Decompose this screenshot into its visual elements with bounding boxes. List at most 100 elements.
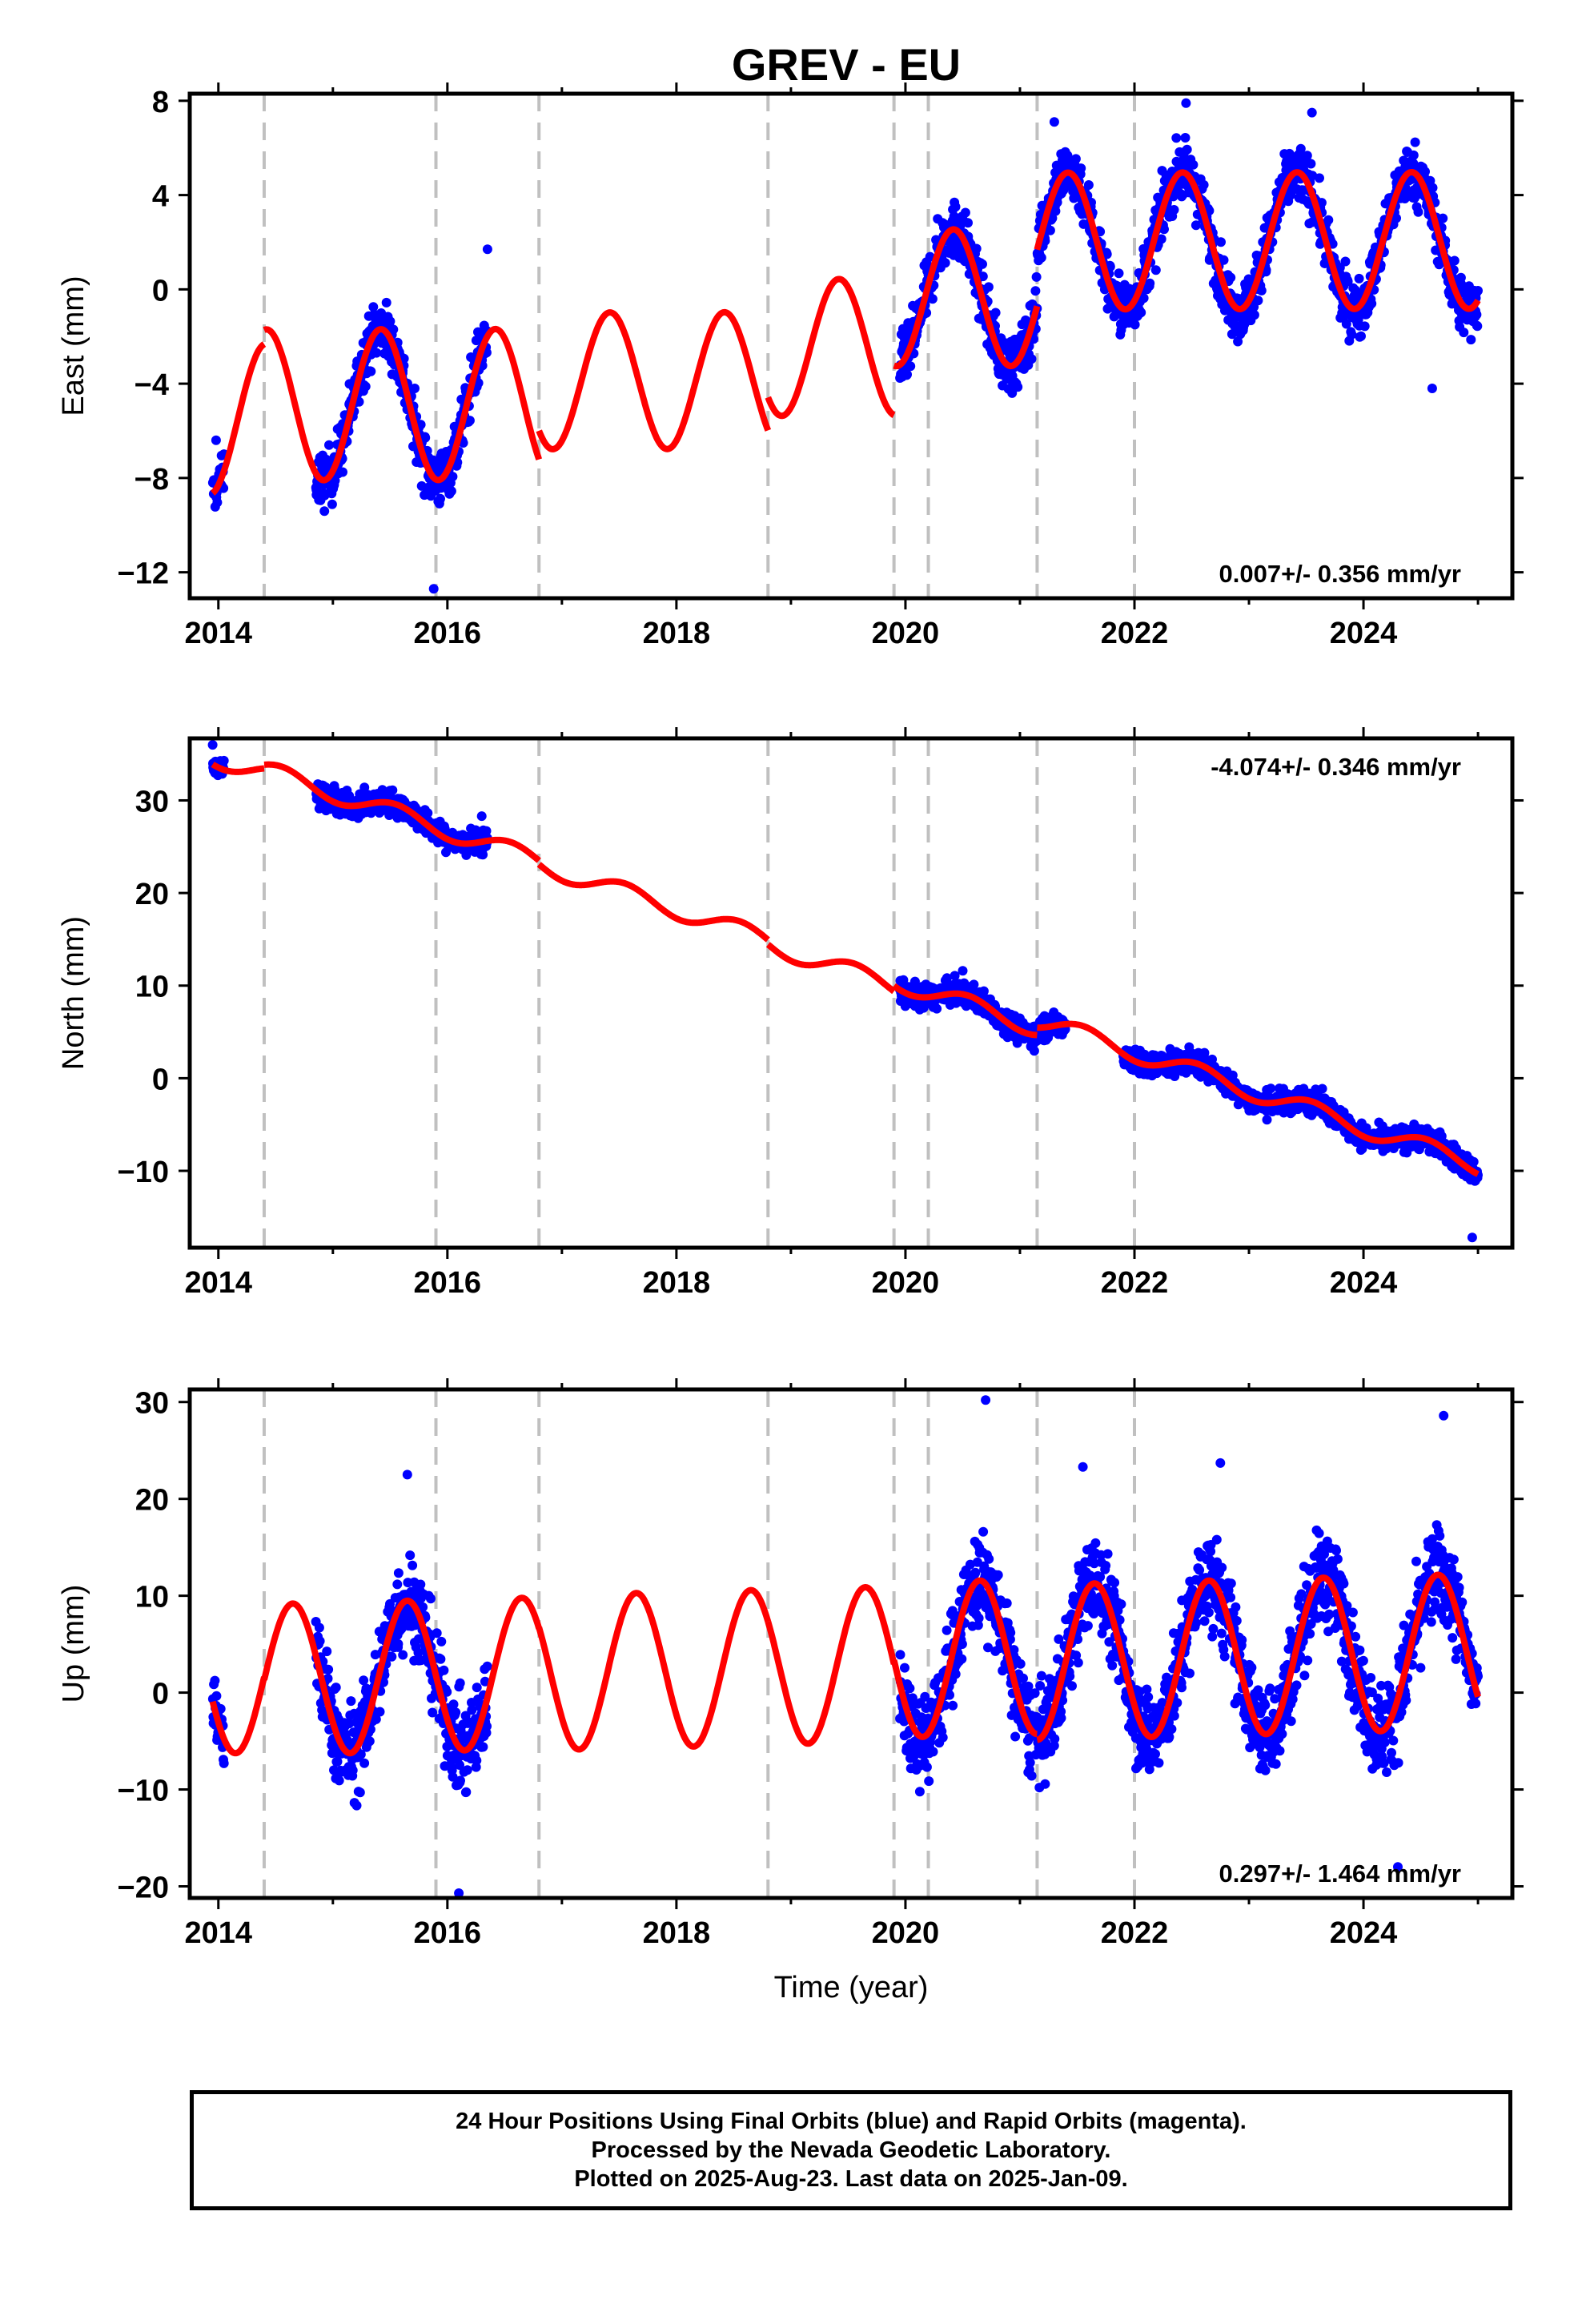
data-point (942, 1625, 952, 1635)
figure-title: GREV - EU (732, 39, 961, 90)
velocity-rate-label: 0.007+/- 0.356 mm/yr (1219, 560, 1461, 588)
y-tick-label: 4 (152, 180, 169, 214)
data-point (978, 986, 989, 996)
x-tick-label: 2022 (1101, 617, 1169, 650)
data-point-outlier (482, 244, 492, 255)
model-curve-segment-1 (210, 762, 267, 775)
model-curve-segment-6 (1034, 1020, 1480, 1177)
data-point (1018, 1673, 1028, 1683)
data-point (1150, 265, 1161, 275)
data-point-outlier (207, 740, 218, 750)
data-point (1199, 179, 1209, 190)
data-point (1114, 268, 1124, 279)
data-point (393, 1568, 404, 1578)
data-point (965, 1559, 975, 1570)
data-point (1367, 299, 1377, 309)
model-curve-segment-3 (536, 308, 772, 452)
data-point (1410, 137, 1420, 147)
data-point-outlier (1049, 117, 1059, 127)
data-point (1472, 321, 1483, 332)
data-point (1472, 309, 1482, 320)
data-point (455, 1760, 464, 1770)
data-point (219, 1758, 229, 1768)
data-point (921, 1762, 932, 1772)
data-point (482, 1661, 492, 1671)
data-point (1035, 1681, 1046, 1691)
data-point (408, 1560, 418, 1570)
data-point (1420, 167, 1430, 177)
panel-frame (187, 736, 1515, 1250)
data-point (1343, 276, 1353, 287)
data-point (978, 271, 988, 282)
data-point (472, 1683, 482, 1693)
x-tick-label: 2016 (414, 1266, 482, 1300)
data-point (423, 808, 433, 818)
data-point (428, 1707, 438, 1718)
data-point (355, 1787, 365, 1798)
data-point (219, 755, 229, 766)
data-point (928, 1747, 938, 1757)
data-point (1013, 382, 1023, 392)
data-point (211, 1691, 222, 1701)
data-point (1356, 331, 1366, 341)
data-point (895, 1650, 905, 1660)
panel-north: 2014 2016 2018 2020 2022 2024−100102030North … (57, 727, 1524, 1300)
data-point (950, 1669, 961, 1679)
data-point (381, 297, 391, 308)
model-curve-segment-4 (765, 942, 897, 995)
data-point (442, 1687, 452, 1697)
data-point (398, 1650, 408, 1660)
data-point (1073, 1634, 1083, 1644)
data-point (1071, 1651, 1082, 1661)
data-point (1138, 293, 1149, 304)
data-point (945, 1690, 954, 1700)
data-point-outlier (1181, 98, 1191, 108)
data-point (950, 971, 960, 981)
data-point (1295, 143, 1306, 154)
model-curve-segment-3 (536, 862, 771, 943)
data-point (920, 1691, 930, 1702)
data-point (371, 1714, 381, 1724)
model-curve-segment-2 (262, 325, 543, 484)
x-tick-label: 2014 (184, 1266, 252, 1300)
data-point (983, 1642, 993, 1653)
data-point (1007, 388, 1018, 398)
data-point (436, 493, 445, 504)
data-point (364, 1736, 375, 1747)
data-point (1354, 273, 1364, 283)
data-point (1408, 150, 1419, 160)
data-point (405, 1550, 416, 1561)
y-axis-label: North (mm) (57, 916, 90, 1070)
data-point (990, 308, 1001, 318)
y-tick-label: 0 (152, 274, 169, 308)
data-point (1249, 310, 1259, 320)
data-point (1025, 1758, 1035, 1767)
data-point (1468, 1156, 1479, 1167)
data-point (1216, 237, 1226, 247)
model-curve-segment-4 (765, 275, 897, 420)
data-point (1169, 205, 1179, 215)
panel-up: 2014 2016 2018 2020 2022 2024−20−100102030Up … (57, 1378, 1524, 2004)
data-point (1050, 1734, 1060, 1744)
data-point (1054, 1634, 1064, 1644)
data-point (1006, 1627, 1016, 1638)
data-point (448, 1699, 459, 1710)
panel-frame (187, 91, 1515, 601)
data-points-north (207, 740, 1483, 1243)
data-point-outlier (476, 811, 487, 822)
data-point (1315, 173, 1324, 183)
data-point (1438, 213, 1448, 223)
data-point (334, 1775, 344, 1786)
data-point (1436, 1131, 1447, 1141)
data-point (1067, 1681, 1077, 1691)
y-axis-label: East (mm) (57, 275, 90, 416)
data-point (978, 259, 987, 269)
data-point (1136, 308, 1146, 318)
data-point (1170, 1072, 1180, 1081)
data-point (439, 1665, 449, 1675)
y-tick-label: −4 (135, 368, 169, 402)
data-point (898, 975, 909, 985)
data-point (1090, 1538, 1101, 1548)
data-point (902, 369, 912, 380)
